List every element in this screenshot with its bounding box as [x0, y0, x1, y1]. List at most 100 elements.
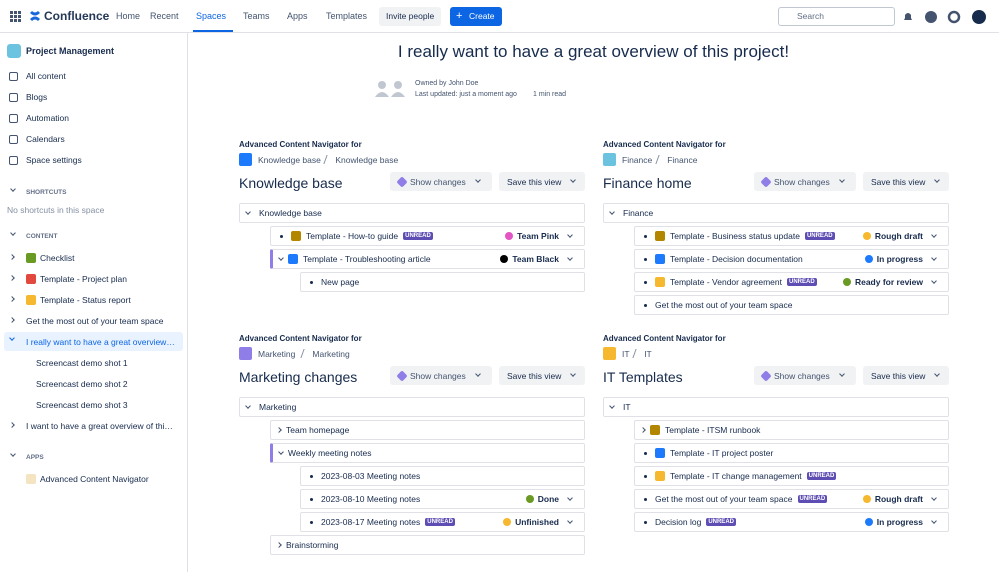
tree-row[interactable]: Template - ITSM runbook	[634, 420, 949, 440]
tree-row[interactable]: Template - Decision documentation In prog…	[634, 249, 949, 269]
status[interactable]: Unfinished	[503, 517, 573, 527]
tree-row[interactable]: Template - IT project poster	[634, 443, 949, 463]
section-heading[interactable]: SHORTCUTS	[26, 189, 67, 196]
unread-badge: UNREAD	[425, 518, 455, 526]
nav-item[interactable]: Templates	[326, 11, 368, 21]
tree-row[interactable]: Brainstorming	[270, 535, 585, 555]
tree-row[interactable]: Template - Business status update UNREAD R…	[634, 226, 949, 246]
breadcrumb[interactable]: Knowledge base	[258, 155, 321, 165]
show-changes[interactable]: Show changes	[390, 172, 492, 191]
save-view[interactable]: Save this view	[863, 366, 949, 385]
section-heading[interactable]: APPS	[26, 454, 44, 461]
breadcrumb[interactable]: IT	[644, 349, 652, 359]
product-name[interactable]: Confluence	[44, 9, 110, 23]
chevron	[245, 208, 251, 215]
tree-row[interactable]: Template - IT change management UNREAD	[634, 466, 949, 486]
tree-row[interactable]: Template - How-to guide UNREAD Team Pink	[270, 226, 585, 246]
label: Save this view	[871, 370, 926, 381]
tree-row[interactable]: Team homepage	[270, 420, 585, 440]
tree-item[interactable]: Screencast demo shot 3	[36, 400, 128, 410]
save-view[interactable]: Save this view	[499, 366, 585, 385]
row-label: 2023-08-03 Meeting notes	[321, 471, 421, 481]
tree-row[interactable]: Weekly meeting notes	[270, 443, 585, 463]
tree-root[interactable]: Finance	[603, 203, 949, 223]
tree-item[interactable]: Template - Status report	[40, 295, 131, 305]
tree-root[interactable]: IT	[603, 397, 949, 417]
sidebar-link[interactable]: All content	[26, 71, 66, 81]
navigator-panel: Advanced Content Navigator for Knowledge …	[239, 139, 585, 369]
save-view[interactable]: Save this view	[863, 172, 949, 191]
create-button[interactable]: + Create	[450, 7, 502, 26]
tree-item[interactable]: Screencast demo shot 1	[36, 358, 128, 368]
sidebar-link[interactable]: Calendars	[26, 134, 65, 144]
status[interactable]: Team Pink	[505, 231, 573, 241]
tree-row[interactable]: 2023-08-10 Meeting notes Done	[300, 489, 585, 509]
breadcrumb[interactable]: Knowledge base	[335, 155, 399, 165]
invite-button[interactable]: Invite people	[379, 7, 442, 26]
breadcrumb[interactable]: IT	[622, 349, 630, 359]
tree-row[interactable]: Template - Vendor agreement UNREAD Ready f…	[634, 272, 949, 292]
show-changes[interactable]: Show changes	[754, 366, 856, 385]
nav-item[interactable]: Teams	[243, 11, 270, 21]
space-icon	[603, 153, 616, 166]
app-switcher[interactable]	[10, 11, 21, 22]
tree-row[interactable]: Get the most out of your team space	[634, 295, 949, 315]
row-label: 2023-08-10 Meeting notes	[321, 494, 421, 504]
tree-item[interactable]: Template - Project plan	[40, 274, 127, 284]
tree-item[interactable]: I really want to have a great overview…	[26, 337, 175, 347]
breadcrumb[interactable]: Finance	[622, 155, 653, 165]
label: Show changes	[774, 370, 830, 381]
status-dot	[862, 495, 871, 503]
breadcrumb[interactable]: Marketing	[258, 349, 296, 359]
tree-row[interactable]: New page	[300, 272, 585, 292]
sidebar-link[interactable]: Automation	[26, 113, 69, 123]
tree-root[interactable]: Marketing	[239, 397, 585, 417]
space-name[interactable]: Project Management	[26, 46, 115, 56]
section-chevron	[10, 230, 16, 236]
status[interactable]: Ready for review	[842, 277, 937, 287]
status[interactable]: In progress	[864, 517, 937, 527]
status[interactable]: Rough draft	[862, 231, 937, 241]
chevron	[640, 427, 646, 433]
status-label: Team Pink	[517, 231, 559, 241]
show-changes[interactable]: Show changes	[754, 172, 856, 191]
row-label: 2023-08-17 Meeting notes	[321, 517, 421, 527]
show-changes[interactable]: Show changes	[390, 366, 492, 385]
tree-row[interactable]: Template - Troubleshooting article Team B…	[270, 249, 585, 269]
tree-item[interactable]: Get the most out of your team space	[26, 316, 164, 326]
status[interactable]: In progress	[864, 254, 937, 264]
bullet	[644, 474, 647, 478]
chevron	[931, 494, 937, 501]
nav-item[interactable]: Recent	[150, 11, 179, 21]
app-item[interactable]: Advanced Content Navigator	[40, 474, 149, 484]
tree-row[interactable]: 2023-08-17 Meeting notes UNREAD Unfinished	[300, 512, 585, 532]
status[interactable]: Done	[525, 494, 573, 504]
nav-item[interactable]: Spaces	[196, 11, 227, 21]
status-label: In progress	[876, 254, 923, 264]
nav-item[interactable]: Apps	[287, 11, 308, 21]
search-box[interactable]: Search	[778, 7, 895, 26]
status[interactable]: Rough draft	[862, 494, 937, 504]
breadcrumb[interactable]: Marketing	[312, 349, 350, 359]
tree-row[interactable]: Decision log UNREAD In progress	[634, 512, 949, 532]
breadcrumb[interactable]: Finance	[667, 155, 698, 165]
tree-item[interactable]: Checklist	[40, 253, 75, 263]
status[interactable]: Team Black	[500, 254, 573, 264]
chevron	[931, 254, 937, 261]
chevron	[567, 254, 573, 261]
unread-badge: UNREAD	[786, 278, 817, 286]
page-icon	[655, 254, 665, 264]
sidebar-link[interactable]: Blogs	[26, 92, 48, 102]
space-icon	[603, 347, 616, 360]
section-heading[interactable]: CONTENT	[26, 233, 58, 240]
tree-item[interactable]: Screencast demo shot 2	[36, 379, 128, 389]
tree-row[interactable]: Get the most out of your team space UNREA…	[634, 489, 949, 509]
status-label: Unfinished	[515, 517, 559, 527]
sidebar-link[interactable]: Space settings	[26, 155, 82, 165]
tree-row[interactable]: 2023-08-03 Meeting notes	[300, 466, 585, 486]
save-view[interactable]: Save this view	[499, 172, 585, 191]
status-dot	[500, 255, 509, 263]
tree-item[interactable]: I want to have a great overview of thi…	[26, 421, 173, 431]
nav-item[interactable]: Home	[116, 11, 141, 21]
tree-root[interactable]: Knowledge base	[239, 203, 585, 223]
